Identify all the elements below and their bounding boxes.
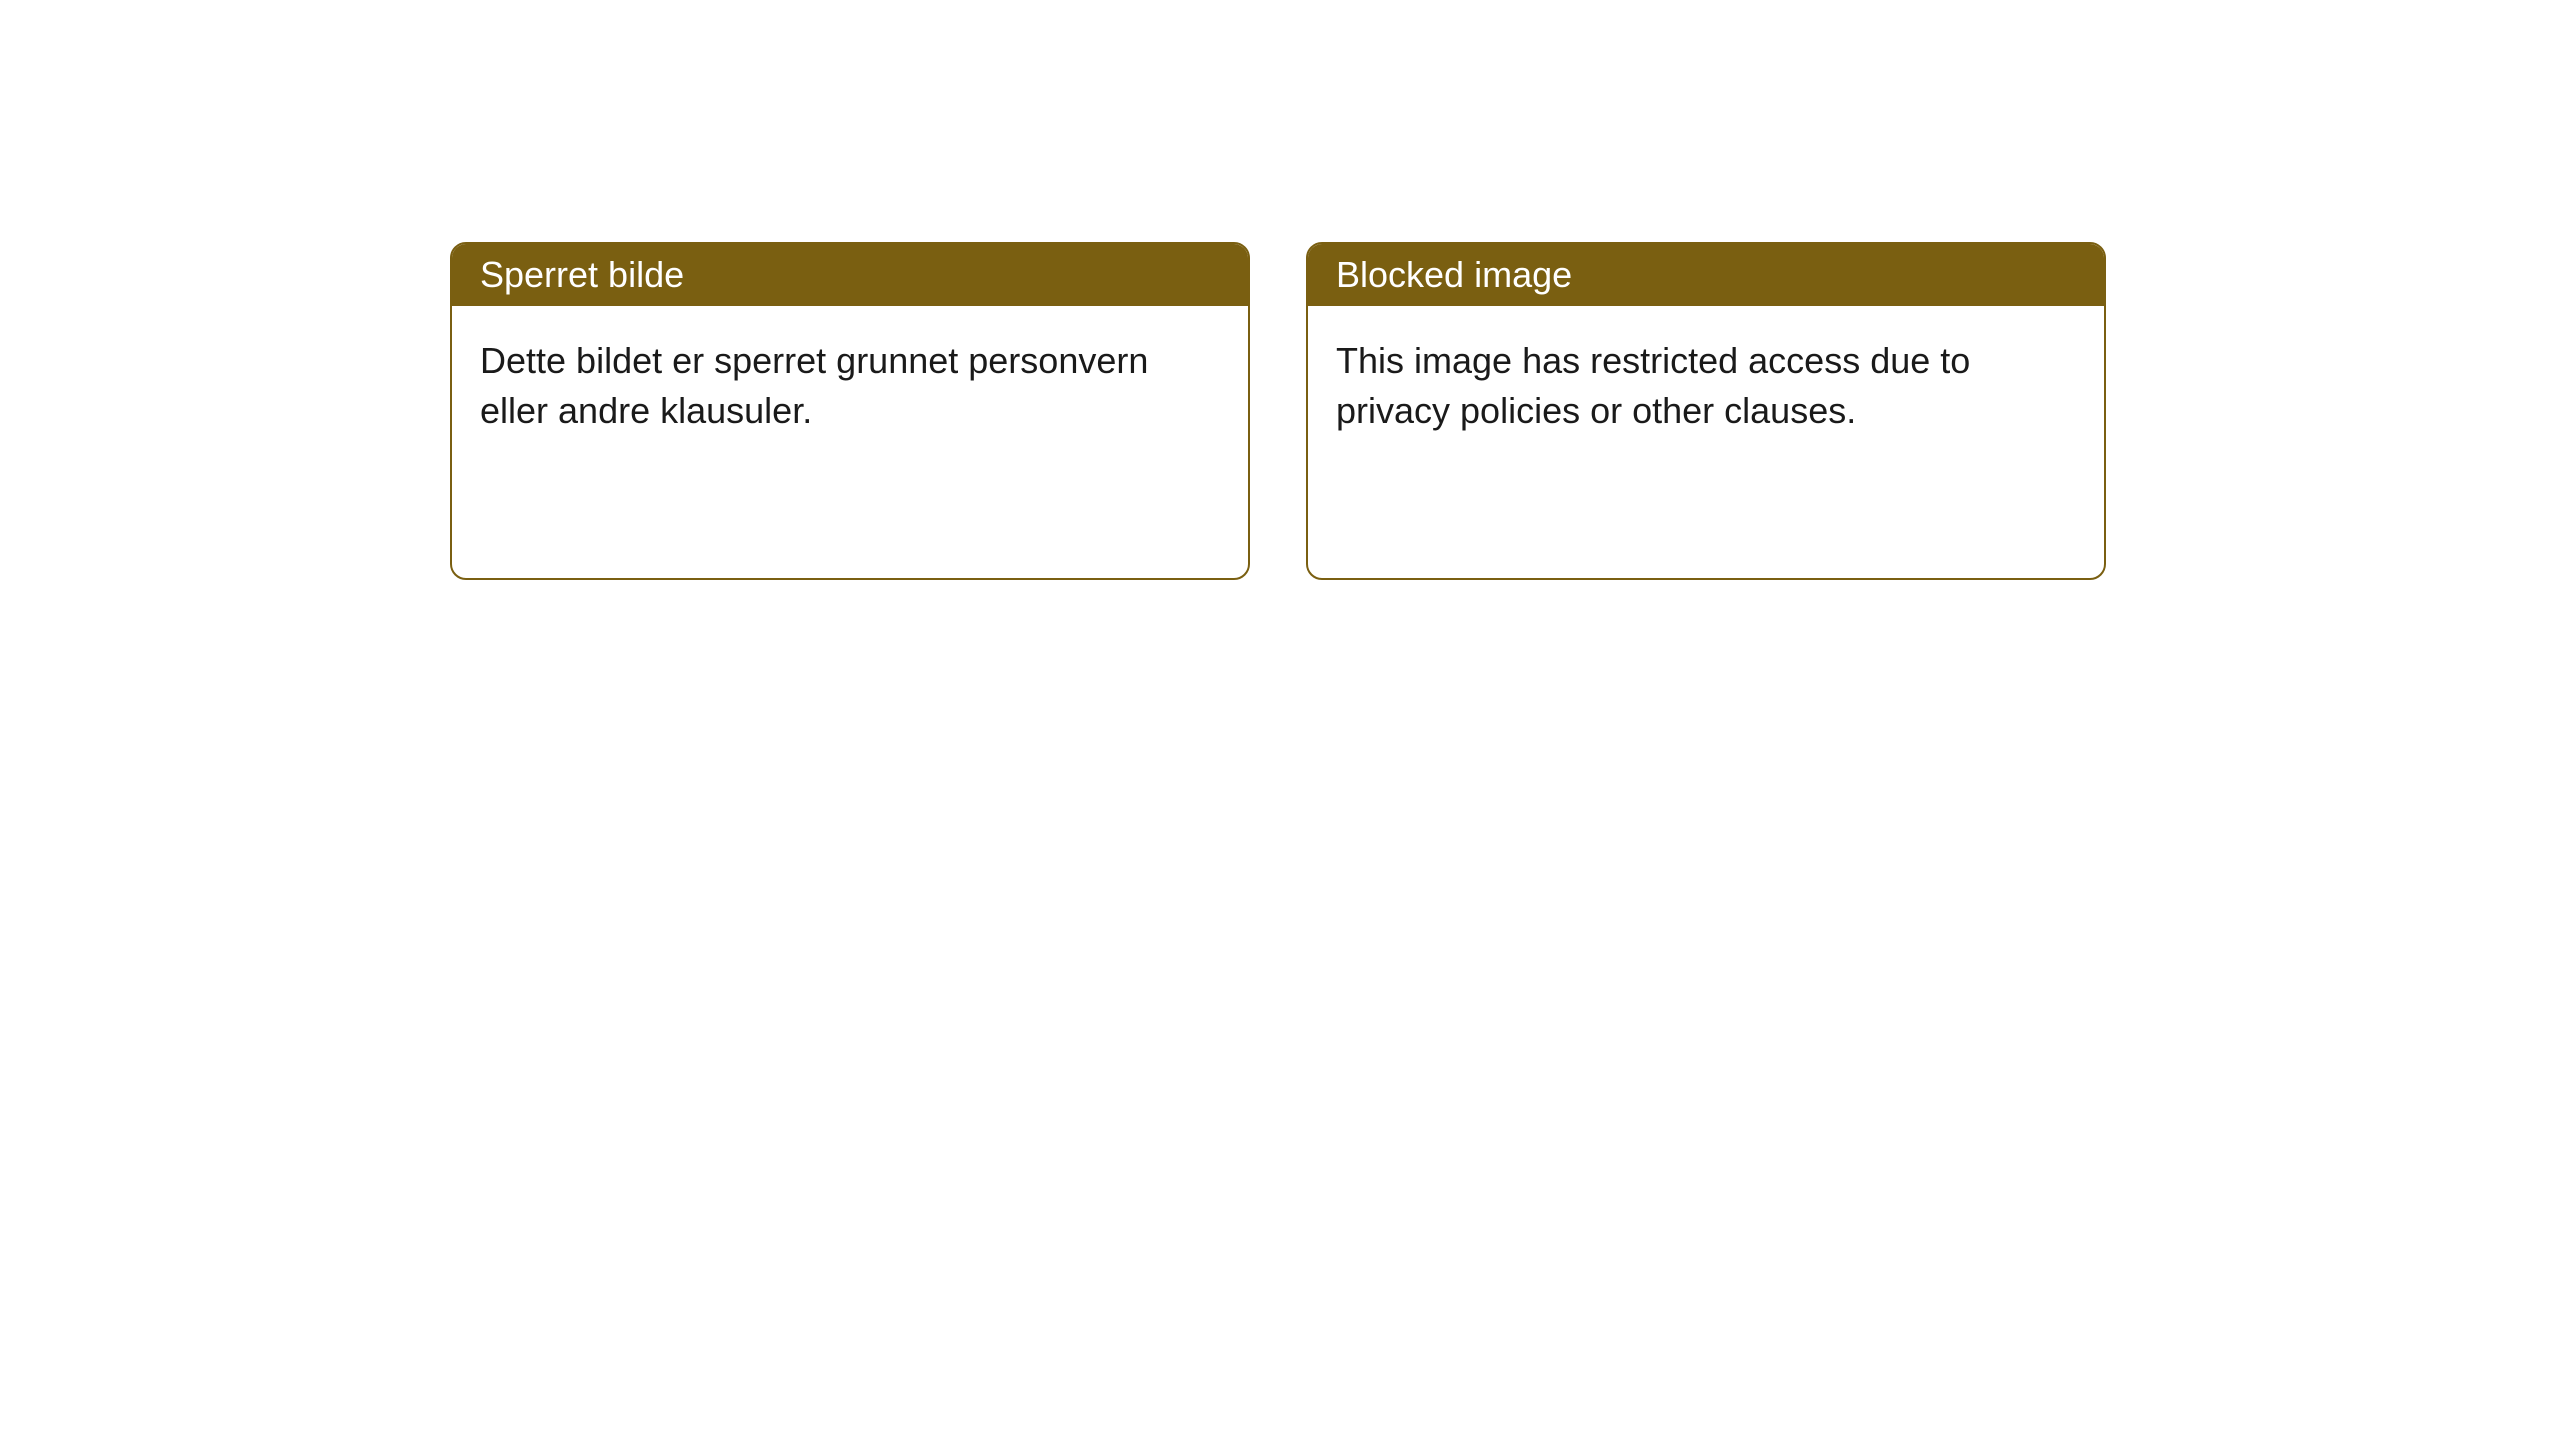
notice-body-text: Dette bildet er sperret grunnet personve… (480, 340, 1148, 431)
notice-box-norwegian: Sperret bilde Dette bildet er sperret gr… (450, 242, 1250, 580)
notice-body: This image has restricted access due to … (1308, 306, 2104, 467)
notice-header: Blocked image (1308, 244, 2104, 306)
notice-title: Blocked image (1336, 254, 1572, 295)
notice-header: Sperret bilde (452, 244, 1248, 306)
notice-body-text: This image has restricted access due to … (1336, 340, 1970, 431)
notice-box-english: Blocked image This image has restricted … (1306, 242, 2106, 580)
notice-body: Dette bildet er sperret grunnet personve… (452, 306, 1248, 467)
notice-title: Sperret bilde (480, 254, 684, 295)
notices-container: Sperret bilde Dette bildet er sperret gr… (0, 0, 2560, 580)
